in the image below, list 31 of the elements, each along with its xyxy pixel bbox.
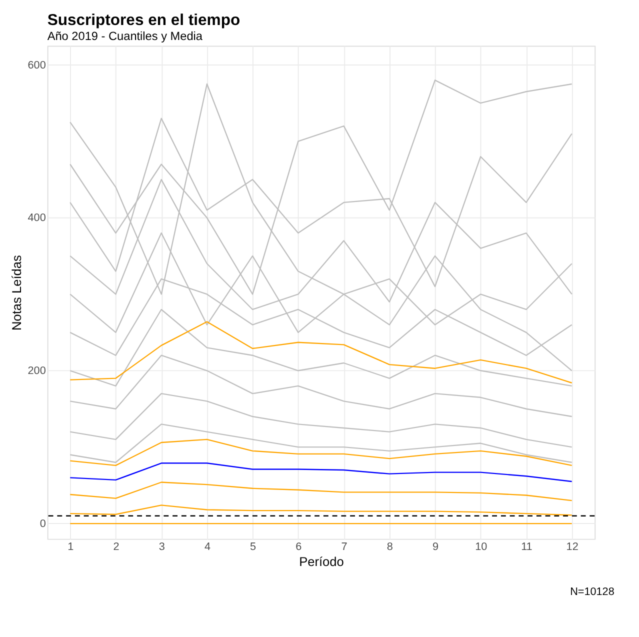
line-series — [70, 504, 572, 516]
x-tick-label: 3 — [158, 541, 165, 554]
line-series — [70, 321, 572, 384]
x-tick-label: 11 — [521, 541, 532, 554]
line-series — [70, 308, 572, 387]
line-series — [70, 354, 572, 418]
y-tick-label: 0 — [40, 518, 46, 530]
y-axis-title: Notas Leídas — [8, 255, 24, 330]
x-tick-label: 1 — [68, 541, 74, 554]
x-tick-label: 8 — [386, 541, 393, 554]
x-axis-title: Período — [299, 554, 344, 569]
x-tick-label: 2 — [113, 541, 120, 554]
x-tick-label: 10 — [475, 541, 488, 554]
line-series — [70, 482, 572, 502]
line-series — [70, 392, 572, 448]
line-series — [70, 83, 572, 372]
x-tick-label: 9 — [432, 541, 439, 554]
x-tick-label: 12 — [566, 541, 578, 554]
chart-subtitle: Año 2019 - Cuantiles y Media — [47, 28, 203, 43]
line-series — [70, 438, 572, 466]
line-series — [70, 424, 572, 463]
chart-title: Suscriptores en el tiempo — [47, 12, 240, 30]
x-tick-label: 7 — [341, 541, 348, 554]
text: N=10128 — [570, 586, 614, 598]
y-tick-label: 200 — [28, 365, 46, 378]
y-tick-label: 600 — [28, 59, 46, 72]
y-tick-label: 400 — [28, 212, 46, 224]
line-series — [70, 462, 572, 482]
x-tick-label: 4 — [204, 541, 210, 554]
x-tick-label: 6 — [296, 541, 302, 554]
x-tick-label: 5 — [250, 541, 256, 554]
